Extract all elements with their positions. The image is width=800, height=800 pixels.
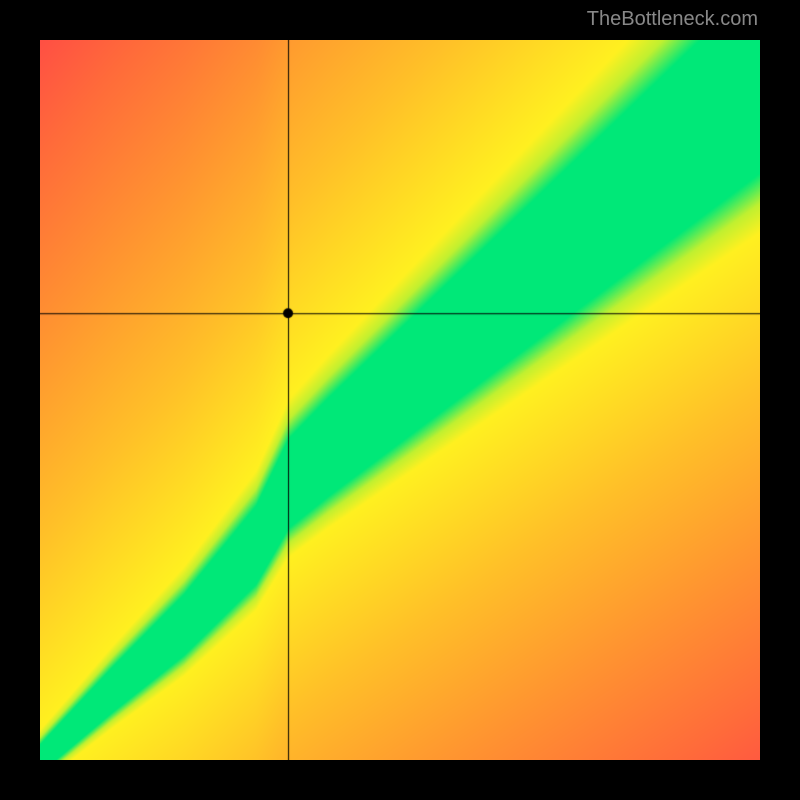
- watermark-text: TheBottleneck.com: [587, 8, 758, 31]
- bottleneck-heatmap: [40, 40, 760, 760]
- heatmap-canvas: [40, 40, 760, 760]
